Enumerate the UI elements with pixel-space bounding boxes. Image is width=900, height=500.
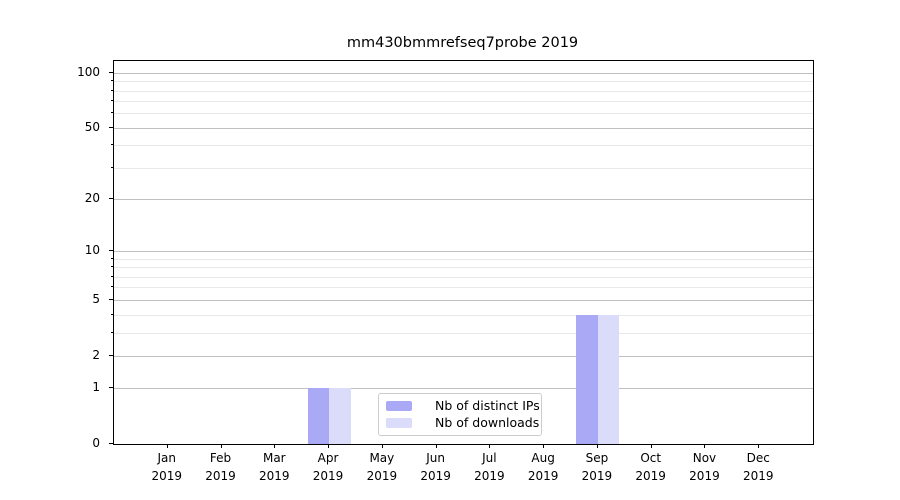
gridline-major	[114, 251, 813, 253]
gridline-minor	[114, 314, 813, 316]
y-tick-label: 20	[84, 191, 100, 206]
y-axis-minor-tick	[110, 112, 113, 114]
gridline-major	[114, 299, 813, 301]
x-axis-tick	[274, 444, 276, 448]
x-tick-label: Jul 2019	[474, 451, 505, 483]
gridline-minor	[114, 276, 813, 278]
y-axis-tick	[109, 354, 113, 356]
legend-label-downloads: Nb of downloads	[435, 415, 540, 430]
y-axis-tick	[109, 250, 113, 252]
y-axis-tick	[109, 71, 113, 73]
y-axis-minor-tick	[110, 144, 113, 146]
y-tick-label: 10	[84, 243, 100, 258]
y-axis-minor-tick	[110, 166, 113, 168]
gridline-minor	[114, 267, 813, 269]
y-axis-minor-tick	[110, 257, 113, 259]
chart-title: mm430bmmrefseq7probe 2019	[346, 35, 579, 51]
y-axis-minor-tick	[110, 89, 113, 91]
legend-item-distinct-ips: Nb of distinct IPs	[386, 397, 540, 414]
x-axis-tick	[328, 444, 330, 448]
gridline-major	[114, 388, 813, 390]
x-tick-label: Feb 2019	[205, 451, 236, 483]
y-tick-label: 50	[84, 119, 100, 134]
legend-swatch-distinct-ips	[386, 400, 412, 411]
x-axis-tick	[758, 444, 760, 448]
y-tick-label: 2	[92, 347, 100, 362]
bar-distinct-ips-sep	[576, 314, 598, 444]
x-tick-label: Dec 2019	[742, 451, 774, 483]
y-axis-minor-tick	[110, 275, 113, 277]
bar-downloads-sep	[597, 314, 620, 444]
gridline-major	[114, 199, 813, 201]
x-axis-tick	[220, 444, 222, 448]
y-tick-label: 0	[92, 436, 100, 450]
y-axis-tick	[109, 387, 113, 389]
y-axis-tick	[109, 126, 113, 128]
y-axis-minor-tick	[110, 331, 113, 333]
x-axis-tick	[435, 444, 437, 448]
x-axis-tick	[489, 444, 491, 448]
y-axis-tick	[109, 443, 113, 444]
x-axis-tick	[543, 444, 545, 448]
y-axis-minor-tick	[110, 100, 113, 102]
x-axis-tick	[650, 444, 652, 448]
gridline-major	[114, 127, 813, 129]
bar-downloads-apr	[329, 388, 351, 444]
gridline-minor	[114, 287, 813, 289]
x-tick-label: Aug 2019	[527, 451, 559, 483]
y-axis-minor-tick	[110, 266, 113, 268]
gridline-minor	[114, 81, 813, 83]
bar-distinct-ips-apr	[307, 388, 330, 444]
gridline-minor	[114, 145, 813, 147]
y-axis-minor-tick	[110, 286, 113, 288]
y-axis-tick	[109, 198, 113, 200]
legend: Nb of distinct IPs Nb of downloads	[378, 393, 542, 436]
y-axis-tick	[109, 298, 113, 300]
x-tick-label: Oct 2019	[635, 451, 666, 483]
gridline-minor	[114, 332, 813, 334]
legend-swatch-downloads	[386, 417, 412, 428]
gridline-minor	[114, 167, 813, 169]
x-tick-label: Apr 2019	[312, 451, 344, 483]
y-tick-label: 1	[92, 380, 100, 395]
y-axis-minor-tick	[110, 80, 113, 82]
x-axis-tick	[704, 444, 706, 448]
x-tick-label: May 2019	[366, 451, 398, 483]
gridline-major	[114, 72, 813, 74]
gridline-minor	[114, 113, 813, 115]
y-tick-label: 100	[77, 64, 100, 79]
legend-label-distinct-ips: Nb of distinct IPs	[435, 398, 540, 413]
x-axis-tick	[381, 444, 383, 448]
x-tick-label: Jun 2019	[420, 451, 451, 483]
gridline-minor	[114, 101, 813, 103]
gridline-minor	[114, 90, 813, 92]
x-axis-tick	[596, 444, 598, 448]
gridline-minor	[114, 258, 813, 260]
gridline-major	[114, 355, 813, 357]
x-tick-label: Jan 2019	[151, 451, 183, 483]
x-tick-label: Mar 2019	[259, 451, 290, 483]
legend-item-downloads: Nb of downloads	[386, 414, 539, 431]
plot-area	[113, 60, 814, 445]
y-axis-minor-tick	[110, 313, 113, 315]
y-tick-label: 5	[92, 291, 100, 306]
x-tick-label: Sep 2019	[581, 451, 613, 483]
x-tick-label: Nov 2019	[689, 451, 720, 483]
x-axis-tick	[166, 444, 168, 448]
